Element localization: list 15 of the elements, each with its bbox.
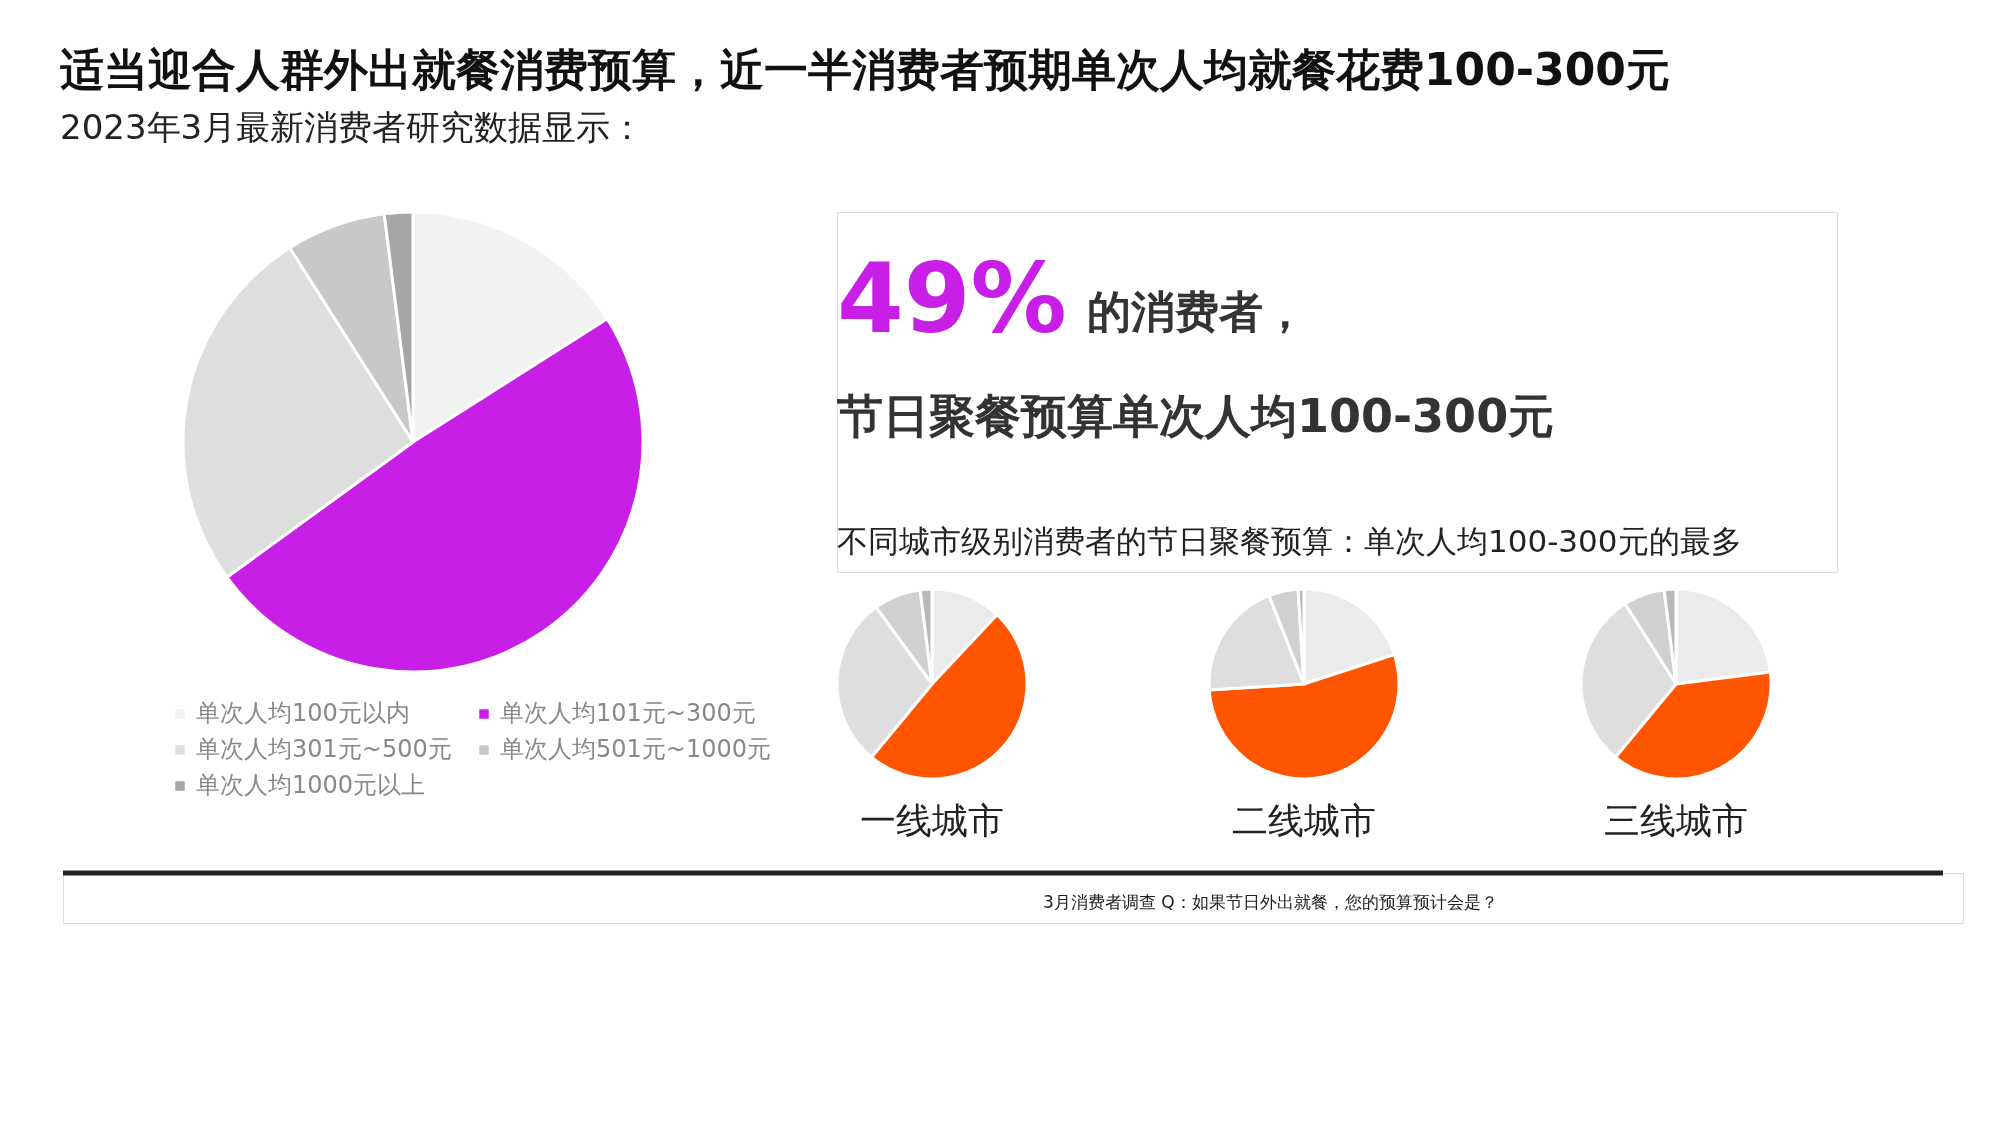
text: 适当迎合人群外出就餐消费预算，近一半消费者预期单次人均就餐花费100-300元	[60, 44, 1670, 95]
text: 二线城市	[1232, 800, 1376, 841]
text: 一线城市	[860, 800, 1004, 841]
chart-subtitle: 2023年3月最新消费者研究数据显示：	[60, 107, 645, 147]
legend-label: 单次人均1000元以上	[196, 771, 426, 799]
text: 三线城市	[1604, 800, 1748, 841]
text: 节日聚餐预算单次人均100-300元	[837, 389, 1555, 443]
legend-label: 单次人均100元以内	[196, 699, 410, 727]
legend-label: 单次人均101元~300元	[500, 699, 756, 727]
text: 49%	[837, 243, 1067, 355]
text: 3月消费者调查 Q：如果节日外出就餐，您的预算预计会是？	[1043, 892, 1498, 912]
legend-label: 单次人均301元~500元	[196, 735, 452, 763]
text: 不同城市级别消费者的节日聚餐预算：单次人均100-300元的最多	[837, 523, 1742, 559]
legend-label: 单次人均501元~1000元	[500, 735, 771, 763]
text: 的消费者，	[1087, 286, 1307, 337]
